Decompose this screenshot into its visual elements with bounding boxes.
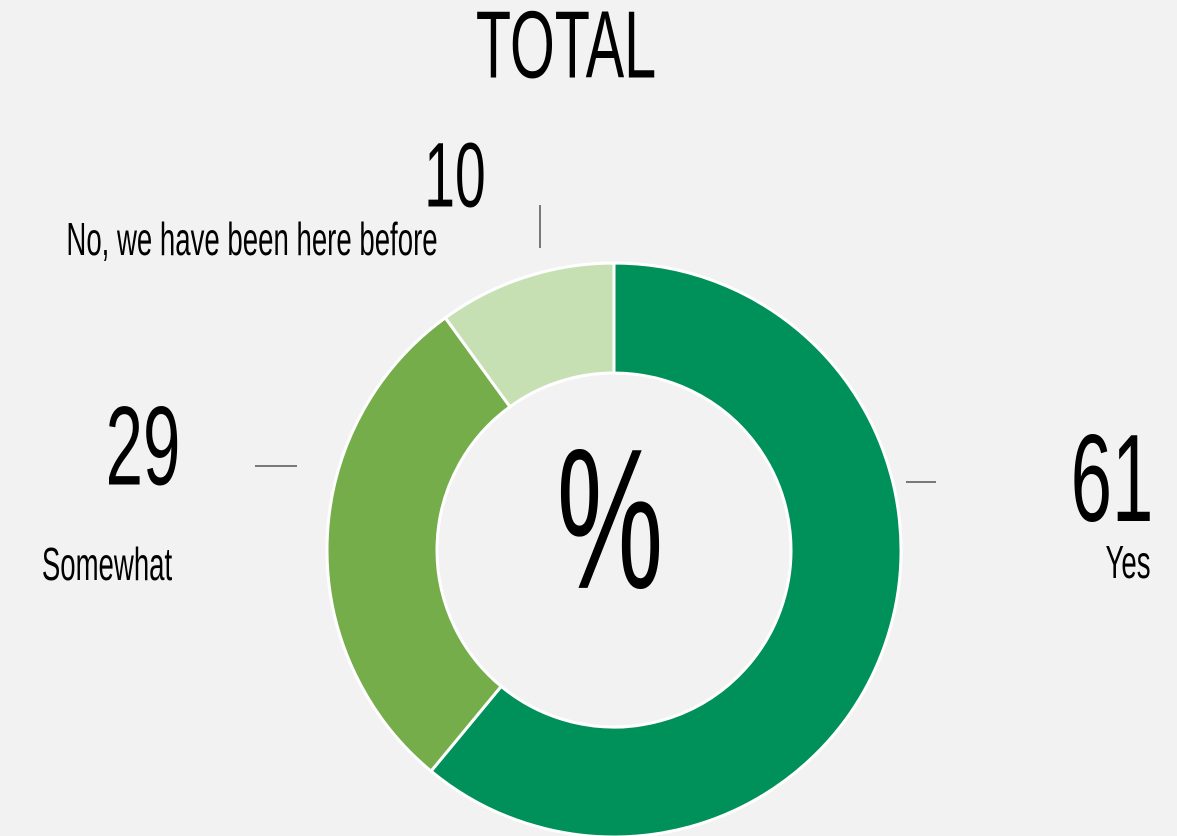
data-label: 29	[106, 383, 181, 509]
category-label: Yes	[1105, 538, 1150, 589]
data-label: 61	[1071, 408, 1154, 547]
data-label: 10	[424, 124, 485, 227]
chart-title: TOTAL	[476, 0, 656, 98]
center-label: %	[557, 407, 664, 630]
category-label: Somewhat	[42, 540, 173, 591]
slice	[428, 261, 903, 836]
slice	[443, 261, 616, 409]
category-label: No, we have been here before	[66, 215, 437, 266]
slice	[325, 315, 513, 774]
